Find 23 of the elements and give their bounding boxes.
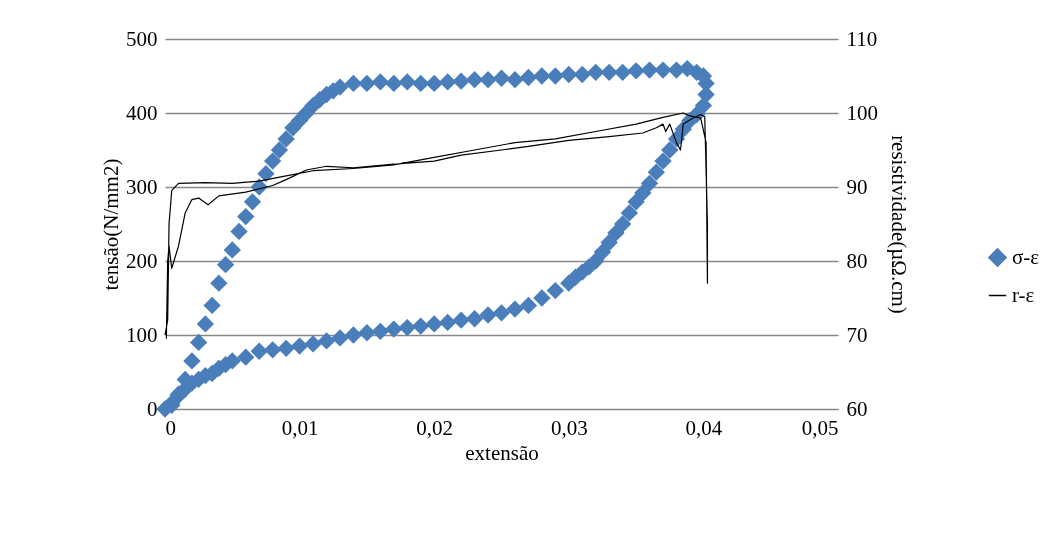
x-tick-label: 0,01 bbox=[281, 415, 319, 440]
y2-tick-label: 90 bbox=[846, 174, 868, 199]
y2-tick-label: 110 bbox=[846, 26, 878, 51]
y2-tick-label: 70 bbox=[846, 322, 868, 347]
legend-label: r-ε bbox=[1012, 282, 1035, 307]
y-tick-label: 200 bbox=[126, 248, 158, 273]
y2-tick-label: 100 bbox=[846, 100, 878, 125]
x-axis-title: extensão bbox=[465, 440, 539, 465]
x-tick-label: 0,04 bbox=[685, 415, 723, 440]
x-tick-label: 0 bbox=[165, 415, 176, 440]
y-tick-label: 0 bbox=[147, 396, 158, 421]
legend-label: σ-ε bbox=[1012, 244, 1040, 269]
y2-tick-label: 80 bbox=[846, 248, 868, 273]
x-tick-label: 0,03 bbox=[550, 415, 588, 440]
x-tick-label: 0,05 bbox=[801, 415, 839, 440]
x-tick-label: 0,02 bbox=[416, 415, 454, 440]
y-axis-title: tensão(N/mm2) bbox=[99, 158, 123, 291]
y-tick-label: 100 bbox=[126, 322, 158, 347]
y2-axis-title: resistividade(µΩ.cm) bbox=[887, 135, 911, 314]
y-tick-label: 400 bbox=[126, 100, 158, 125]
y2-tick-label: 60 bbox=[846, 396, 868, 421]
y-tick-label: 300 bbox=[126, 174, 158, 199]
y-tick-label: 500 bbox=[126, 26, 158, 51]
